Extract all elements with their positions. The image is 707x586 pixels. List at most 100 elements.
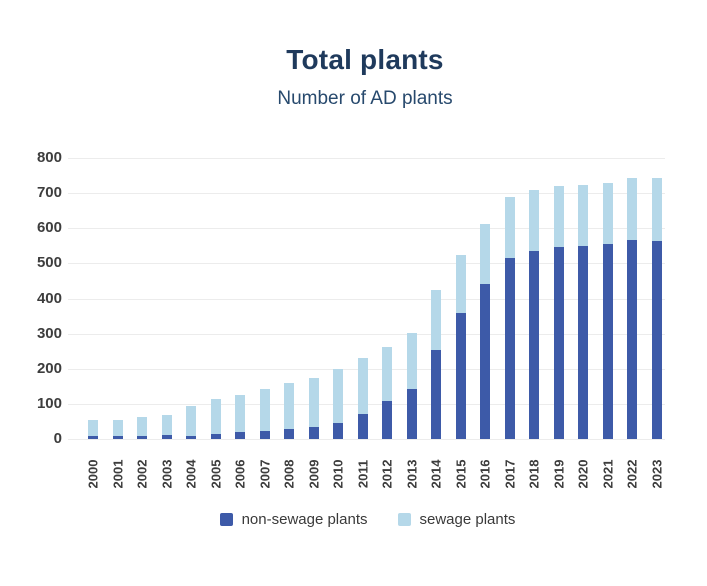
bar-2002[interactable] bbox=[137, 416, 147, 439]
bar-segment-sewage[interactable] bbox=[431, 290, 441, 351]
bar-segment-sewage[interactable] bbox=[357, 358, 368, 415]
x-axis-tick-label: 2015 bbox=[453, 459, 468, 489]
bar-segment-sewage[interactable] bbox=[112, 420, 123, 437]
bar-segment-sewage[interactable] bbox=[651, 178, 662, 241]
x-axis-tick-label: 2019 bbox=[551, 459, 566, 489]
legend-item-sewage[interactable]: sewage plants bbox=[397, 511, 515, 528]
bar-2005[interactable] bbox=[210, 398, 221, 439]
bar-segment-sewage[interactable] bbox=[284, 382, 294, 430]
bar-segment-non-sewage[interactable] bbox=[406, 388, 417, 439]
bar-segment-non-sewage[interactable] bbox=[529, 251, 539, 439]
bar-2017[interactable] bbox=[504, 196, 515, 439]
bar-2021[interactable] bbox=[602, 182, 613, 439]
x-axis-tick-label: 2012 bbox=[379, 459, 395, 489]
bar-2018[interactable] bbox=[529, 190, 539, 439]
bar-segment-sewage[interactable] bbox=[602, 182, 613, 245]
bar-2001[interactable] bbox=[112, 420, 123, 439]
bar-2020[interactable] bbox=[578, 185, 588, 439]
bar-segment-non-sewage[interactable] bbox=[382, 400, 392, 439]
bar-segment-sewage[interactable] bbox=[553, 185, 564, 247]
bar-2023[interactable] bbox=[651, 178, 662, 439]
x-axis-tick-label: 2017 bbox=[502, 459, 517, 489]
bar-segment-non-sewage[interactable] bbox=[651, 240, 662, 439]
bar-segment-non-sewage[interactable] bbox=[235, 432, 245, 439]
bar-segment-sewage[interactable] bbox=[333, 368, 343, 423]
bar-segment-non-sewage[interactable] bbox=[578, 246, 588, 439]
bar-2016[interactable] bbox=[480, 223, 490, 439]
bar-segment-sewage[interactable] bbox=[504, 196, 515, 258]
bar-segment-non-sewage[interactable] bbox=[308, 426, 319, 439]
bar-2013[interactable] bbox=[406, 332, 417, 439]
bar-segment-sewage[interactable] bbox=[529, 190, 539, 252]
bar-segment-sewage[interactable] bbox=[578, 185, 588, 247]
bar-2000[interactable] bbox=[88, 420, 98, 439]
bar-2015[interactable] bbox=[455, 255, 466, 439]
bar-2004[interactable] bbox=[186, 406, 196, 439]
y-axis-tick-label: 100 bbox=[36, 394, 62, 412]
legend-item-non-sewage[interactable]: non-sewage plants bbox=[219, 511, 368, 528]
x-axis-tick-label: 2020 bbox=[575, 459, 591, 489]
y-axis-tick-label: 500 bbox=[36, 254, 62, 272]
chart-subtitle: Number of AD plants bbox=[277, 88, 453, 109]
bar-segment-sewage[interactable] bbox=[235, 395, 245, 433]
bar-segment-sewage[interactable] bbox=[137, 416, 147, 436]
bar-segment-sewage[interactable] bbox=[382, 347, 392, 401]
non-sewage-swatch-icon bbox=[219, 513, 233, 526]
bar-segment-non-sewage[interactable] bbox=[112, 436, 123, 439]
bar-segment-non-sewage[interactable] bbox=[186, 435, 196, 439]
bar-segment-sewage[interactable] bbox=[406, 332, 417, 389]
bar-segment-sewage[interactable] bbox=[161, 415, 172, 436]
bar-segment-non-sewage[interactable] bbox=[504, 257, 515, 439]
bar-segment-non-sewage[interactable] bbox=[259, 430, 270, 439]
legend-label-non-sewage: non-sewage plants bbox=[241, 511, 368, 528]
x-axis-tick-label: 2008 bbox=[281, 459, 297, 489]
bar-2019[interactable] bbox=[553, 185, 564, 439]
bar-2011[interactable] bbox=[357, 358, 368, 439]
bar-segment-sewage[interactable] bbox=[88, 420, 98, 437]
bar-2006[interactable] bbox=[235, 395, 245, 439]
bar-segment-non-sewage[interactable] bbox=[88, 436, 98, 439]
y-axis-tick-label: 800 bbox=[36, 149, 62, 166]
bar-2003[interactable] bbox=[161, 415, 172, 439]
plot-area bbox=[68, 158, 668, 440]
bar-segment-non-sewage[interactable] bbox=[627, 240, 637, 439]
bar-2010[interactable] bbox=[333, 368, 343, 439]
x-axis-tick-label: 2021 bbox=[600, 459, 615, 489]
bar-segment-non-sewage[interactable] bbox=[284, 429, 294, 439]
bar-segment-non-sewage[interactable] bbox=[357, 414, 368, 439]
bar-segment-sewage[interactable] bbox=[186, 406, 196, 436]
y-axis-tick-label: 400 bbox=[36, 289, 62, 307]
bar-segment-sewage[interactable] bbox=[210, 398, 221, 435]
bar-segment-non-sewage[interactable] bbox=[431, 350, 441, 439]
bar-segment-sewage[interactable] bbox=[308, 377, 319, 427]
bar-segment-sewage[interactable] bbox=[480, 223, 490, 284]
bar-segment-non-sewage[interactable] bbox=[210, 434, 221, 439]
legend: non-sewage plants sewage plants bbox=[14, 511, 707, 528]
bar-segment-sewage[interactable] bbox=[627, 178, 637, 241]
bar-segment-non-sewage[interactable] bbox=[455, 312, 466, 439]
x-axis-tick-label: 2006 bbox=[232, 459, 248, 489]
gridline bbox=[68, 193, 665, 195]
sewage-swatch-icon bbox=[397, 513, 411, 526]
bar-2022[interactable] bbox=[627, 178, 637, 439]
bar-segment-sewage[interactable] bbox=[259, 388, 270, 431]
bar-segment-non-sewage[interactable] bbox=[553, 246, 564, 439]
x-axis-tick-label: 2010 bbox=[330, 459, 346, 489]
bar-segment-non-sewage[interactable] bbox=[333, 422, 343, 439]
y-axis-tick-label: 300 bbox=[36, 324, 62, 342]
bar-2014[interactable] bbox=[431, 290, 441, 439]
bar-2012[interactable] bbox=[382, 347, 392, 439]
bar-2008[interactable] bbox=[284, 382, 294, 439]
bar-segment-non-sewage[interactable] bbox=[480, 283, 490, 439]
y-axis-tick-label: 700 bbox=[36, 184, 62, 202]
bar-segment-non-sewage[interactable] bbox=[602, 244, 613, 439]
x-axis-tick-label: 2007 bbox=[257, 459, 272, 489]
x-axis-tick-label: 2000 bbox=[85, 459, 101, 489]
bar-2007[interactable] bbox=[259, 388, 270, 439]
bar-segment-non-sewage[interactable] bbox=[161, 435, 172, 439]
bar-segment-sewage[interactable] bbox=[455, 255, 466, 313]
bar-segment-non-sewage[interactable] bbox=[137, 435, 147, 439]
bar-2009[interactable] bbox=[308, 377, 319, 439]
x-axis-tick-label: 2018 bbox=[526, 459, 542, 489]
